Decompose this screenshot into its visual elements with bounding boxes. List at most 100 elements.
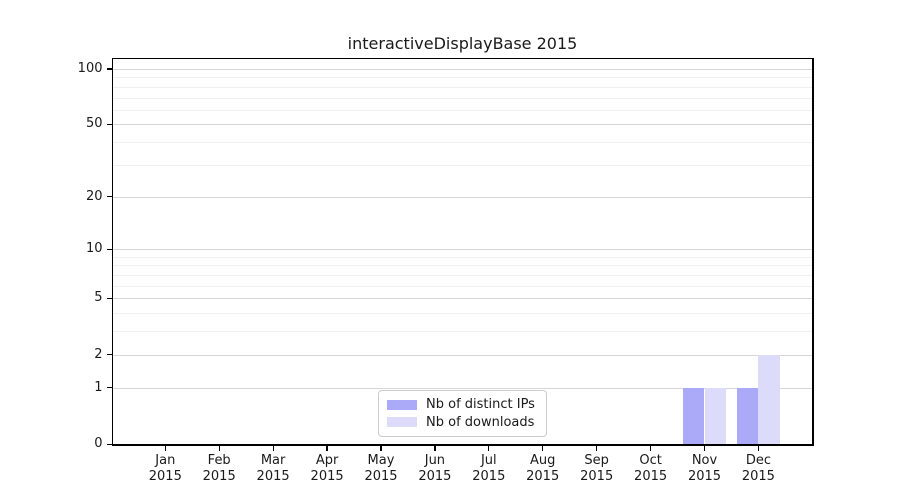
x-tick-month: Sep xyxy=(584,453,609,468)
x-tick-label-oct-2015: Oct 2015 xyxy=(619,453,683,485)
major-gridline-1 xyxy=(113,387,812,389)
y-tick-label-50: 50 xyxy=(85,116,103,132)
major-gridline-50 xyxy=(113,124,812,126)
x-tick-mark-jul xyxy=(488,445,490,451)
minor-gridline-90 xyxy=(113,77,812,79)
y-tick-label-0: 0 xyxy=(94,436,103,451)
x-tick-mark-aug xyxy=(542,445,544,451)
legend-label-0: Nb of distinct IPs xyxy=(426,397,535,413)
y-tick-mark-2 xyxy=(106,354,112,356)
minor-gridline-40 xyxy=(113,142,812,144)
left-spine xyxy=(111,57,113,446)
y-tick-label-5: 5 xyxy=(94,290,103,306)
y-tick-mark-50 xyxy=(106,123,112,126)
minor-gridline-3 xyxy=(113,331,812,333)
x-tick-label-nov-2015: Nov 2015 xyxy=(673,453,737,485)
x-tick-month: May xyxy=(367,453,395,468)
legend-item-0: Nb of distinct IPs xyxy=(387,396,538,414)
x-tick-year: 2015 xyxy=(472,469,506,484)
x-tick-label-feb-2015: Feb 2015 xyxy=(187,453,251,485)
y-tick-mark-1 xyxy=(106,387,112,389)
y-tick-mark-100 xyxy=(106,68,112,70)
x-tick-mark-feb xyxy=(218,445,220,451)
minor-gridline-30 xyxy=(113,164,812,166)
x-tick-month: Apr xyxy=(315,453,339,468)
y-tick-mark-10 xyxy=(106,248,112,250)
x-tick-label-may-2015: May 2015 xyxy=(349,453,413,485)
chart-title: interactiveDisplayBase 2015 xyxy=(347,34,578,53)
major-gridline-100 xyxy=(113,68,812,70)
x-tick-label-dec-2015: Dec 2015 xyxy=(726,453,790,485)
x-tick-year: 2015 xyxy=(202,469,236,484)
x-tick-year: 2015 xyxy=(580,469,614,484)
x-tick-year: 2015 xyxy=(148,469,182,484)
x-tick-label-jul-2015: Jul 2015 xyxy=(457,453,521,485)
x-tick-month: Nov xyxy=(691,453,718,468)
bar-nov-2015-series-0 xyxy=(682,387,705,444)
x-tick-month: Jul xyxy=(480,453,497,468)
major-gridline-10 xyxy=(113,249,812,251)
y-tick-label-100: 100 xyxy=(77,60,103,76)
y-tick-label-2: 2 xyxy=(94,346,103,362)
y-tick-label-10: 10 xyxy=(85,241,103,257)
minor-gridline-4 xyxy=(113,313,812,315)
bottom-spine xyxy=(111,444,814,446)
x-tick-mark-dec xyxy=(757,445,760,451)
major-gridline-2 xyxy=(113,354,812,356)
x-tick-year: 2015 xyxy=(256,469,290,484)
x-tick-month: Jan xyxy=(155,453,176,468)
x-tick-year: 2015 xyxy=(310,469,344,484)
y-tick-label-20: 20 xyxy=(85,188,103,204)
minor-gridline-6 xyxy=(113,285,812,287)
minor-gridline-9 xyxy=(113,256,812,258)
x-tick-month: Jun xyxy=(424,453,446,468)
bar-dec-2015-series-1 xyxy=(758,354,780,444)
x-tick-month: Dec xyxy=(745,453,771,468)
x-tick-year: 2015 xyxy=(364,469,398,484)
top-spine xyxy=(111,57,814,59)
major-gridline-20 xyxy=(113,196,812,198)
x-tick-mark-oct xyxy=(649,445,652,451)
x-tick-label-apr-2015: Apr 2015 xyxy=(295,453,359,485)
x-tick-mark-jan xyxy=(164,445,166,451)
right-spine xyxy=(812,57,814,446)
bar-nov-2015-series-1 xyxy=(704,387,727,444)
x-tick-year: 2015 xyxy=(741,469,775,484)
x-tick-year: 2015 xyxy=(634,469,668,484)
minor-gridline-80 xyxy=(113,86,812,88)
y-tick-label-1: 1 xyxy=(94,379,103,395)
x-tick-label-aug-2015: Aug 2015 xyxy=(511,453,575,485)
x-tick-year: 2015 xyxy=(526,469,560,484)
x-tick-mark-nov xyxy=(703,445,706,451)
minor-gridline-8 xyxy=(113,265,812,267)
x-tick-label-jan-2015: Jan 2015 xyxy=(133,453,197,485)
x-tick-month: Aug xyxy=(529,453,556,468)
x-tick-mark-mar xyxy=(272,445,274,451)
legend-label-1: Nb of downloads xyxy=(426,414,535,430)
x-tick-label-mar-2015: Mar 2015 xyxy=(241,453,305,485)
minor-gridline-60 xyxy=(113,109,812,111)
minor-gridline-70 xyxy=(113,97,812,99)
x-tick-label-jun-2015: Jun 2015 xyxy=(403,453,467,485)
x-tick-year: 2015 xyxy=(687,469,722,484)
x-tick-mark-sep xyxy=(596,445,598,451)
x-tick-mark-apr xyxy=(326,445,328,451)
x-tick-label-sep-2015: Sep 2015 xyxy=(565,453,629,485)
legend: Nb of distinct IPs Nb of downloads xyxy=(378,390,547,437)
legend-item-1: Nb of downloads xyxy=(387,414,538,432)
y-tick-mark-5 xyxy=(106,297,112,300)
x-tick-month: Mar xyxy=(260,453,286,468)
y-tick-mark-0 xyxy=(106,443,112,445)
x-tick-mark-may xyxy=(380,445,382,451)
x-tick-year: 2015 xyxy=(418,469,452,484)
legend-swatch-1 xyxy=(387,417,417,428)
bar-dec-2015-series-0 xyxy=(736,387,759,444)
minor-gridline-7 xyxy=(113,275,812,276)
legend-swatch-0 xyxy=(387,399,417,410)
x-tick-month: Feb xyxy=(207,453,231,468)
x-tick-month: Oct xyxy=(639,453,662,468)
x-tick-mark-jun xyxy=(434,445,436,451)
y-tick-mark-20 xyxy=(106,196,112,198)
plot-area xyxy=(113,59,812,444)
